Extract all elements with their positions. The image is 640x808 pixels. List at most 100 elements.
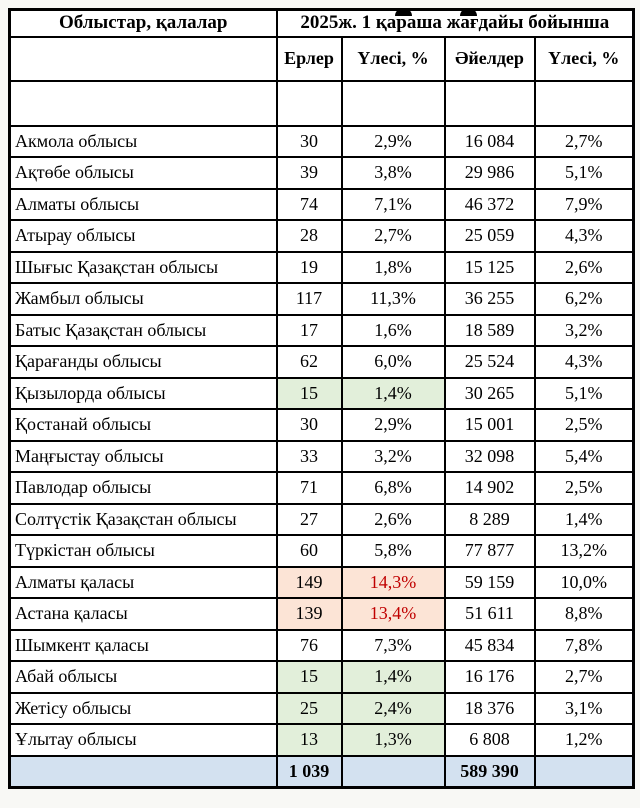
men-share-cell: 2,4% [340,691,446,725]
cropped-title-artifact [395,8,412,16]
women-count-cell: 30 265 [443,376,536,410]
women-share-cell: 2,5% [533,471,635,505]
men-count-cell: 76 [275,628,343,662]
region-name-cell: Қарағанды облысы [8,345,278,379]
empty-cell [443,79,536,127]
women-count-cell: 6 808 [443,723,536,757]
men-count-cell: 28 [275,219,343,253]
men-share-cell: 2,6% [340,502,446,536]
men-count-cell: 139 [275,597,343,631]
men-share-cell: 1,8% [340,250,446,284]
men-count-cell: 117 [275,282,343,316]
men-share-cell: 2,9% [340,408,446,442]
region-name-cell: Қостанай облысы [8,408,278,442]
region-name-cell: Түркістан облысы [8,534,278,568]
region-name-cell: Атырау облысы [8,219,278,253]
men-count-cell: 62 [275,345,343,379]
table-row: Қызылорда облысы 15 1,4% 30 265 5,1% [8,376,635,410]
total-men-cell: 1 039 [275,754,343,789]
totals-row: 1 039 589 390 [8,754,635,789]
men-count-cell: 60 [275,534,343,568]
women-count-cell: 36 255 [443,282,536,316]
women-count-cell: 8 289 [443,502,536,536]
column-headers-row: Ерлер Үлесі, % Әйелдер Үлесі, % [8,35,635,82]
total-women-share-cell [533,754,635,789]
women-count-cell: 59 159 [443,565,536,599]
region-name-cell: Қызылорда облысы [8,376,278,410]
women-count-cell: 25 524 [443,345,536,379]
women-share-cell: 7,8% [533,628,635,662]
region-name-cell: Абай облысы [8,660,278,694]
men-count-cell: 19 [275,250,343,284]
women-share-cell: 5,4% [533,439,635,473]
col-header-women-share: Үлесі, % [533,35,635,82]
women-count-cell: 14 902 [443,471,536,505]
women-share-cell: 1,4% [533,502,635,536]
men-share-cell: 7,1% [340,187,446,221]
table-row: Шымкент қаласы 76 7,3% 45 834 7,8% [8,628,635,662]
table-title-row: Облыстар, қалалар 2025ж. 1 қараша жағдай… [8,8,635,38]
women-share-cell: 5,1% [533,376,635,410]
women-count-cell: 18 376 [443,691,536,725]
region-name-cell: Акмола облысы [8,124,278,158]
empty-cell [8,79,278,127]
men-share-cell: 11,3% [340,282,446,316]
col-header-men: Ерлер [275,35,343,82]
women-share-cell: 2,7% [533,124,635,158]
men-share-cell: 14,3% [340,565,446,599]
empty-cell [533,79,635,127]
empty-cell [275,79,343,127]
table-row: Абай облысы 15 1,4% 16 176 2,7% [8,660,635,694]
table-row: Ұлытау облысы 13 1,3% 6 808 1,2% [8,723,635,757]
table-row: Жамбыл облысы 117 11,3% 36 255 6,2% [8,282,635,316]
table-row: Батыс Қазақстан облысы 17 1,6% 18 589 3,2% [8,313,635,347]
women-share-cell: 4,3% [533,219,635,253]
men-share-cell: 1,4% [340,376,446,410]
women-share-cell: 2,5% [533,408,635,442]
region-name-cell: Маңғыстау облысы [8,439,278,473]
women-share-cell: 5,1% [533,156,635,190]
women-count-cell: 16 176 [443,660,536,694]
men-count-cell: 15 [275,376,343,410]
women-count-cell: 45 834 [443,628,536,662]
women-share-cell: 8,8% [533,597,635,631]
men-share-cell: 1,4% [340,660,446,694]
men-count-cell: 17 [275,313,343,347]
men-share-cell: 3,2% [340,439,446,473]
men-share-cell: 1,6% [340,313,446,347]
men-share-cell: 2,9% [340,124,446,158]
total-men-share-cell [340,754,446,789]
men-share-cell: 13,4% [340,597,446,631]
women-share-cell: 13,2% [533,534,635,568]
women-share-cell: 4,3% [533,345,635,379]
men-count-cell: 149 [275,565,343,599]
women-count-cell: 25 059 [443,219,536,253]
region-name-cell: Ұлытау облысы [8,723,278,757]
men-count-cell: 74 [275,187,343,221]
empty-cell [340,79,446,127]
region-name-cell: Батыс Қазақстан облысы [8,313,278,347]
empty-row [8,79,635,127]
women-count-cell: 16 084 [443,124,536,158]
region-name-cell: Астана қаласы [8,597,278,631]
women-share-cell: 2,7% [533,660,635,694]
men-share-cell: 1,3% [340,723,446,757]
region-name-cell: Жетісу облысы [8,691,278,725]
table-row: Алматы қаласы 149 14,3% 59 159 10,0% [8,565,635,599]
men-count-cell: 71 [275,471,343,505]
table-row: Акмола облысы 30 2,9% 16 084 2,7% [8,124,635,158]
women-count-cell: 77 877 [443,534,536,568]
table-row: Атырау облысы 28 2,7% 25 059 4,3% [8,219,635,253]
men-count-cell: 33 [275,439,343,473]
women-count-cell: 18 589 [443,313,536,347]
women-share-cell: 3,2% [533,313,635,347]
men-count-cell: 30 [275,408,343,442]
table-row: Солтүстік Қазақстан облысы 27 2,6% 8 289 1,4… [8,502,635,536]
table-row: Түркістан облысы 60 5,8% 77 877 13,2% [8,534,635,568]
col-header-men-share: Үлесі, % [340,35,446,82]
men-count-cell: 27 [275,502,343,536]
men-share-cell: 2,7% [340,219,446,253]
total-label-cell [8,754,278,789]
region-name-cell: Ақтөбе облысы [8,156,278,190]
region-name-cell: Павлодар облысы [8,471,278,505]
